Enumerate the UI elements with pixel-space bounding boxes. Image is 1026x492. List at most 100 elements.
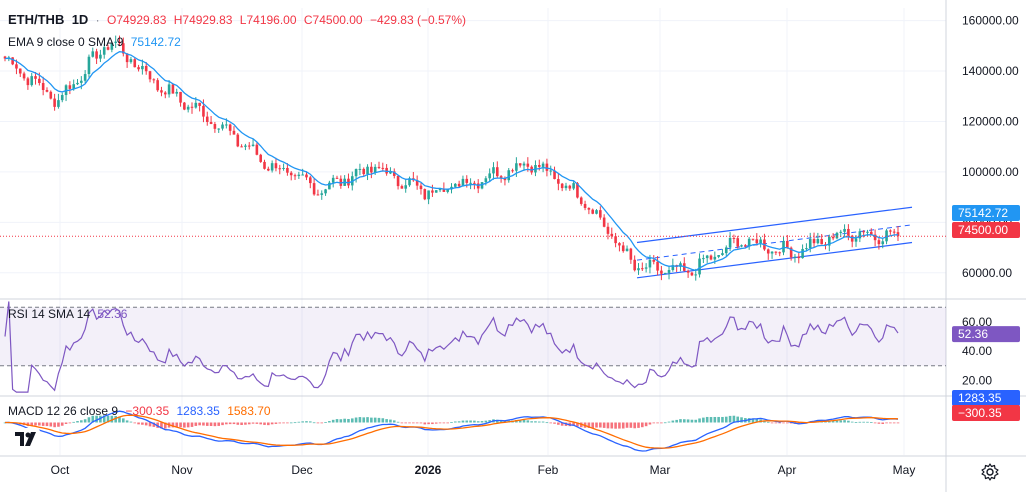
macd-hist-bar [755, 419, 759, 423]
candle-body [225, 124, 228, 126]
candle-body [316, 194, 320, 196]
macd-legend[interactable]: MACD 12 26 close 9 −300.35 1283.35 1583.… [8, 404, 275, 419]
macd-hist-bar [682, 419, 686, 423]
rsi-axis[interactable]: 60.00 40.00 20.00 [962, 315, 992, 387]
macd-hist-bar [454, 421, 457, 423]
macd-hist-bar [68, 422, 72, 424]
candle-body [144, 65, 148, 72]
macd-hist-bar [370, 417, 373, 423]
symbol-interval[interactable]: 1D [71, 12, 89, 27]
candle-body [606, 226, 610, 234]
candle-body [415, 180, 419, 186]
candle-body [45, 89, 49, 92]
candle-body [179, 91, 182, 103]
macd-hist-bar [301, 421, 304, 423]
macd-hist-bar [660, 422, 663, 424]
channel-upper [636, 206, 913, 244]
gear-icon[interactable] [980, 462, 1000, 482]
candle-body [305, 174, 308, 178]
candle-body [572, 183, 575, 189]
macd-hist-bar [358, 417, 362, 423]
candle-body [232, 130, 236, 135]
price-axis[interactable]: 160000.00140000.00120000.00100000.008000… [962, 14, 1019, 280]
macd-hist-bar [438, 422, 442, 424]
candle-body [133, 59, 137, 68]
candle-body [76, 82, 79, 85]
candle-body [507, 170, 511, 181]
candle-body [889, 230, 892, 232]
macd-hist-bar [549, 422, 553, 424]
macd-hist-bar [278, 422, 282, 424]
candle-body [240, 146, 243, 148]
candle-body [793, 256, 797, 258]
ema-legend-value: 75142.72 [130, 35, 181, 49]
macd-hist-bar [637, 422, 640, 428]
candle-body [141, 65, 144, 70]
candle-body [171, 84, 175, 94]
candle-body [744, 245, 747, 247]
macd-hist-bar [171, 422, 175, 428]
macd-hist-bar [404, 422, 408, 424]
candle-body [461, 178, 465, 187]
macd-hist-bar [526, 420, 530, 423]
ema-legend[interactable]: EMA 9 close 0 SMA 9 75142.72 [8, 35, 185, 50]
macd-hist-bar [205, 422, 209, 426]
macd-hist-bar [679, 419, 682, 423]
symbol-name[interactable]: ETH/THB [8, 12, 65, 27]
macd-hist-bar [667, 421, 671, 423]
macd-hist-bar [213, 422, 217, 427]
candle-body [41, 83, 45, 90]
candle-body [549, 170, 553, 172]
symbol-legend[interactable]: ETH/THB 1D · O74929.83 H74929.83 L74196.… [8, 12, 470, 28]
rsi-legend[interactable]: RSI 14 SMA 14 52.36 [8, 307, 131, 322]
candle-body [347, 178, 350, 186]
candle-body [828, 236, 831, 246]
candle-body [167, 84, 171, 95]
candle-body [106, 47, 110, 50]
ema-price-tag: 75142.72 [958, 206, 1008, 220]
macd-legend-v3: 1583.70 [227, 404, 271, 418]
macd-hist-bar [728, 415, 732, 423]
candle-body [301, 174, 304, 176]
candle-body [289, 172, 293, 176]
candle-body [766, 249, 770, 254]
trend-channel[interactable] [636, 206, 913, 279]
candle-body [705, 255, 709, 259]
candle-body [49, 91, 53, 99]
candle-body [408, 178, 411, 186]
candle-body [320, 193, 324, 195]
candle-body [324, 189, 327, 194]
macd-hist-bar [606, 422, 610, 429]
candle-body [255, 144, 259, 155]
candle-body [419, 185, 423, 190]
candle-body [618, 243, 621, 246]
candle-body [568, 185, 572, 189]
candle-body [293, 175, 297, 177]
candle-body [805, 248, 808, 250]
macd-hist-bar [881, 422, 885, 424]
macd-hist-bar [431, 422, 434, 425]
candle-body [137, 67, 140, 70]
candle-body [110, 42, 114, 50]
time-axis[interactable]: Oct Nov Dec 2026 Feb Mar Apr May [51, 463, 916, 477]
candle-body [186, 106, 190, 110]
candle-body [667, 270, 671, 273]
macd-hist-bar [614, 422, 617, 429]
macd-hist-bar [618, 422, 621, 429]
macd-hist-bar [286, 422, 289, 424]
candle-body [446, 189, 449, 192]
tradingview-logo-icon[interactable] [12, 428, 40, 450]
macd-histogram [3, 415, 900, 429]
macd-hist-bar [274, 422, 278, 424]
last-price-tag-bg [952, 222, 1020, 238]
candle-body [286, 167, 289, 173]
macd-hist-bar [118, 416, 121, 423]
candle-body [183, 102, 186, 110]
candle-body [95, 51, 98, 59]
ema-price-tag-bg [952, 205, 1020, 221]
rsi-value-tag: 52.36 [958, 327, 988, 341]
candle-body [560, 183, 564, 189]
ema-legend-label: EMA 9 close 0 SMA 9 [8, 35, 124, 49]
macd-hist-bar [282, 422, 285, 424]
